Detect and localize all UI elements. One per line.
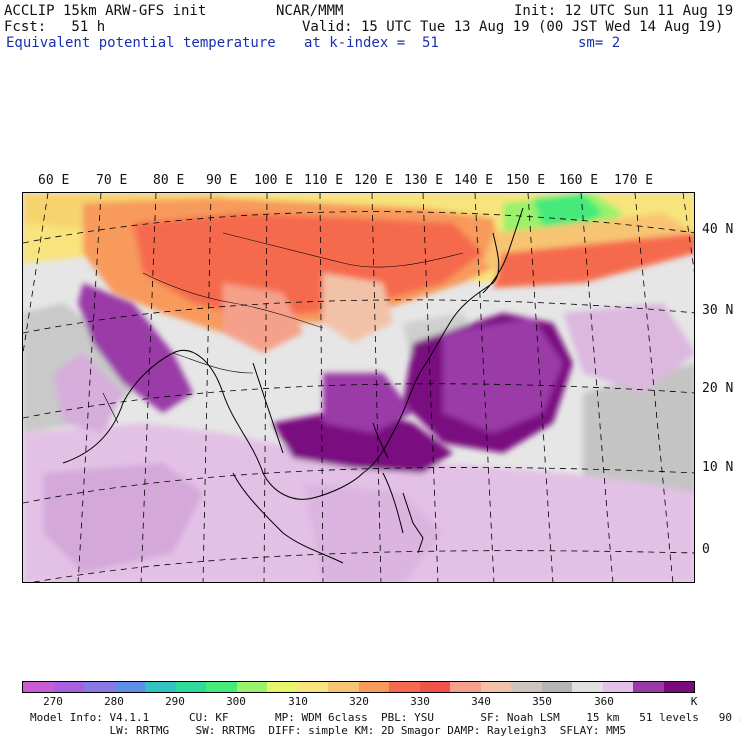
colorbar-cell-21 <box>663 682 694 692</box>
shade-purple-india <box>78 283 193 413</box>
colorbar-cell-19 <box>602 682 633 692</box>
colorbar <box>22 681 695 693</box>
lat-label-30n: 30 N <box>702 303 734 318</box>
colorbar-cell-3 <box>114 682 145 692</box>
shade-peach-china <box>323 273 393 343</box>
colorbar-cell-4 <box>145 682 176 692</box>
lon-label-100e: 100 E <box>254 173 294 188</box>
country-borders <box>102 232 464 424</box>
colorbar-cell-1 <box>53 682 84 692</box>
lat-label-0: 0 <box>702 542 710 557</box>
colorbar-tick-320: 320 <box>349 695 369 708</box>
forecast-hour: Fcst: 51 h <box>4 19 106 35</box>
lon-label-120e: 120 E <box>354 173 394 188</box>
lon-label-90e: 90 E <box>206 173 238 188</box>
colorbar-cell-8 <box>267 682 298 692</box>
colorbar-cell-2 <box>84 682 115 692</box>
colorbar-cell-14 <box>450 682 481 692</box>
colorbar-cell-5 <box>175 682 206 692</box>
lat-label-40n: 40 N <box>702 222 734 237</box>
colorbar-cell-12 <box>389 682 420 692</box>
map-canvas <box>23 193 694 582</box>
level-index: at k-index = 51 <box>304 35 439 51</box>
lon-label-60e: 60 E <box>38 173 70 188</box>
model-title: ACCLIP 15km ARW-GFS init <box>4 3 207 19</box>
colorbar-tick-350: 350 <box>532 695 552 708</box>
colorbar-cell-17 <box>541 682 572 692</box>
shade-purple-southchina <box>323 373 413 433</box>
model-info-line2: LW: RRTMG SW: RRTMG DIFF: simple KM: 2D … <box>30 724 627 737</box>
coastlines <box>62 207 524 564</box>
shade-red-asia <box>133 213 483 318</box>
shade-red-pacific-band <box>493 233 694 288</box>
colorbar-cell-7 <box>236 682 267 692</box>
smoothing-value: sm= 2 <box>578 35 621 51</box>
lon-label-80e: 80 E <box>153 173 185 188</box>
colorbar-cell-11 <box>358 682 389 692</box>
lon-label-110e: 110 E <box>304 173 344 188</box>
colorbar-cell-16 <box>511 682 542 692</box>
colorbar-tick-270: 270 <box>43 695 63 708</box>
field-name: Equivalent potential temperature <box>6 35 276 51</box>
colorbar-tick-340: 340 <box>471 695 491 708</box>
theta-e-map <box>22 192 695 583</box>
colorbar-tick-280: 280 <box>104 695 124 708</box>
colorbar-tick-310: 310 <box>288 695 308 708</box>
shade-light-purple-bay <box>43 463 203 573</box>
colorbar-tick-300: 300 <box>226 695 246 708</box>
shade-darkpurple-scs <box>273 408 453 473</box>
shade-purple-pacific-inner <box>443 318 563 433</box>
lon-label-130e: 130 E <box>404 173 444 188</box>
colorbar-cell-15 <box>480 682 511 692</box>
init-time: Init: 12 UTC Sun 11 Aug 19 <box>514 3 734 19</box>
lat-label-10n: 10 N <box>702 460 734 475</box>
colorbar-cell-0 <box>23 682 54 692</box>
colorbar-tick-360: 360 <box>594 695 614 708</box>
valid-time: Valid: 15 UTC Tue 13 Aug 19 (00 JST Wed … <box>302 19 724 35</box>
center-label: NCAR/MMM <box>276 3 344 19</box>
colorbar-tick-290: 290 <box>165 695 185 708</box>
graticule <box>23 193 694 582</box>
colorbar-cell-10 <box>328 682 359 692</box>
colorbar-cell-18 <box>572 682 603 692</box>
lat-label-20n: 20 N <box>702 381 734 396</box>
shade-salmon-tibet <box>223 283 303 353</box>
model-info-line1: Model Info: V4.1.1 CU: KF MP: WDM 6class… <box>30 711 740 724</box>
colorbar-cell-6 <box>206 682 237 692</box>
colorbar-cell-13 <box>419 682 450 692</box>
lon-label-70e: 70 E <box>96 173 128 188</box>
colorbar-cell-9 <box>297 682 328 692</box>
lon-label-170e: 170 E <box>614 173 654 188</box>
colorbar-unit: K <box>690 695 698 708</box>
lon-label-140e: 140 E <box>454 173 494 188</box>
colorbar-tick-330: 330 <box>410 695 430 708</box>
colorbar-cell-20 <box>633 682 664 692</box>
lon-label-150e: 150 E <box>506 173 546 188</box>
lon-label-160e: 160 E <box>559 173 599 188</box>
shade-light-purple-india <box>53 353 123 433</box>
